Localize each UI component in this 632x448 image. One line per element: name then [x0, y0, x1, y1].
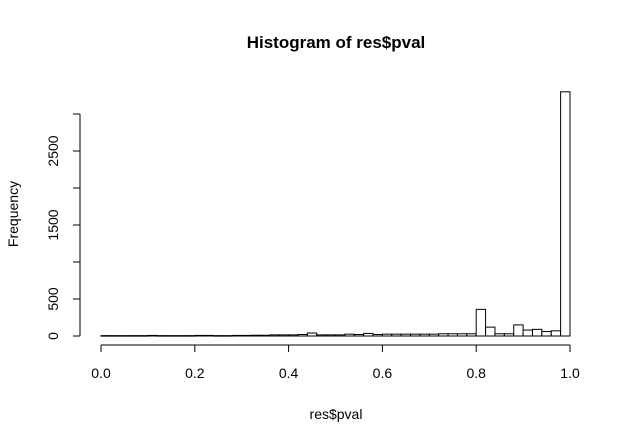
histogram-bar — [466, 333, 477, 337]
histogram-bar — [363, 332, 374, 337]
histogram-bar — [259, 334, 271, 337]
histogram-bar — [522, 329, 533, 337]
histogram-bar — [213, 335, 224, 337]
histogram-bar — [344, 333, 355, 337]
x-tick-label: 0.4 — [279, 365, 299, 381]
x-tick-label: 1.0 — [560, 365, 580, 381]
y-tick-label: 500 — [45, 287, 61, 311]
histogram-bar — [297, 334, 308, 337]
y-axis: 0 500 1500 2500 — [45, 113, 81, 340]
histogram-bar — [381, 333, 393, 337]
histogram-bar — [419, 333, 430, 337]
y-tick-label: 1500 — [45, 209, 61, 240]
histogram-bar — [410, 333, 421, 337]
histogram-bar — [325, 334, 336, 337]
y-tick-label: 0 — [45, 332, 61, 340]
chart-title: Histogram of res$pval — [247, 33, 426, 52]
histogram-bar — [475, 308, 487, 337]
histogram-bar — [306, 332, 318, 337]
histogram-bar — [147, 334, 158, 337]
histogram-bar — [400, 333, 412, 337]
histogram-bar — [194, 334, 205, 337]
histogram-bar — [494, 333, 505, 337]
histogram-bar — [109, 335, 121, 337]
histogram-bar — [203, 334, 215, 337]
histogram-bar — [513, 324, 524, 337]
histogram-bar — [250, 334, 261, 337]
histogram-bar — [222, 335, 233, 337]
histogram-bar — [485, 326, 496, 337]
histogram-bar — [128, 335, 140, 337]
x-tick-label: 0.8 — [466, 365, 486, 381]
histogram-bar — [241, 334, 252, 337]
histogram-bars — [100, 91, 571, 337]
histogram-bar — [184, 335, 196, 337]
histogram-bar — [550, 330, 562, 337]
x-tick-label: 0.6 — [373, 365, 393, 381]
x-tick-label: 0.0 — [91, 365, 111, 381]
histogram-bar — [288, 334, 299, 337]
histogram-bar — [531, 328, 543, 337]
histogram-bar — [119, 335, 130, 337]
x-axis-label: res$pval — [310, 406, 363, 422]
histogram-bar — [438, 333, 449, 337]
histogram-bar — [560, 91, 571, 337]
histogram-bar — [428, 333, 440, 337]
histogram-bar — [503, 333, 515, 337]
histogram-bar — [100, 335, 111, 337]
histogram-bar — [278, 334, 290, 337]
histogram-bar — [372, 334, 383, 337]
histogram-bar — [391, 333, 402, 337]
histogram-bar — [447, 333, 458, 337]
histogram-bar — [175, 335, 186, 337]
histogram-bar — [456, 333, 468, 337]
histogram-bar — [166, 335, 177, 337]
histogram-bar — [156, 335, 168, 337]
histogram-bar — [269, 334, 280, 337]
histogram-bar — [335, 334, 346, 337]
x-tick-label: 0.2 — [185, 365, 205, 381]
histogram-bar — [316, 334, 327, 337]
x-axis: 0.0 0.2 0.4 0.6 0.8 1.0 — [91, 344, 580, 381]
y-axis-label: Frequency — [5, 181, 21, 247]
histogram-bar — [138, 335, 149, 337]
histogram-bar — [541, 331, 552, 337]
y-tick-label: 2500 — [45, 135, 61, 166]
histogram-bar — [353, 334, 365, 337]
histogram-bar — [231, 334, 243, 337]
